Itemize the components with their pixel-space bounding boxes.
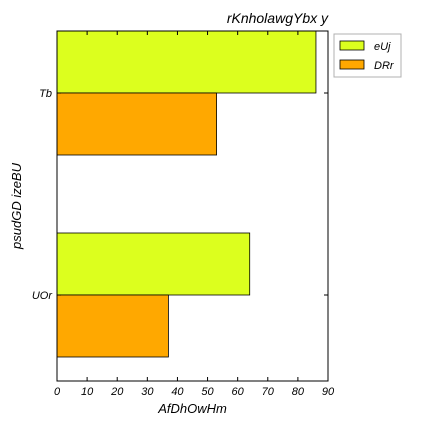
bars-layer bbox=[56, 30, 317, 358]
y-axis-ticks: UOr Tb bbox=[32, 88, 328, 302]
x-tick-label: 10 bbox=[81, 386, 94, 398]
y-tick-label-Tb: Tb bbox=[39, 88, 52, 100]
x-axis-label: AfDhOwHm bbox=[157, 401, 227, 416]
legend-swatch-eUj bbox=[339, 40, 365, 51]
bar-DRr-UOr bbox=[56, 294, 169, 358]
x-tick-label: 70 bbox=[262, 386, 275, 398]
y-axis-label: psudGD izeBU bbox=[9, 162, 24, 250]
x-tick-label: 30 bbox=[141, 386, 154, 398]
x-tick-label: 0 bbox=[54, 386, 61, 398]
chart-title: rKnholawgYbx y bbox=[227, 10, 329, 26]
x-axis-ticks: 0 10 20 30 40 50 60 70 80 90 bbox=[54, 31, 335, 398]
legend-label-DRr: DRr bbox=[374, 60, 395, 72]
bar-eUj-Tb bbox=[56, 30, 317, 94]
x-tick-label: 90 bbox=[322, 386, 335, 398]
plot-area-frame bbox=[56, 30, 329, 382]
x-tick-label: 20 bbox=[110, 386, 124, 398]
legend: eUj DRr bbox=[333, 33, 402, 78]
x-tick-label: 40 bbox=[171, 386, 184, 398]
legend-swatch-DRr bbox=[339, 59, 365, 70]
y-tick-label-UOr: UOr bbox=[32, 290, 54, 302]
legend-label-eUj: eUj bbox=[374, 41, 391, 53]
bar-DRr-Tb bbox=[56, 92, 217, 156]
x-tick-label: 60 bbox=[232, 386, 245, 398]
legend-frame bbox=[333, 33, 402, 78]
x-tick-label: 80 bbox=[292, 386, 305, 398]
bar-eUj-UOr bbox=[56, 232, 251, 296]
x-tick-label: 50 bbox=[201, 386, 214, 398]
